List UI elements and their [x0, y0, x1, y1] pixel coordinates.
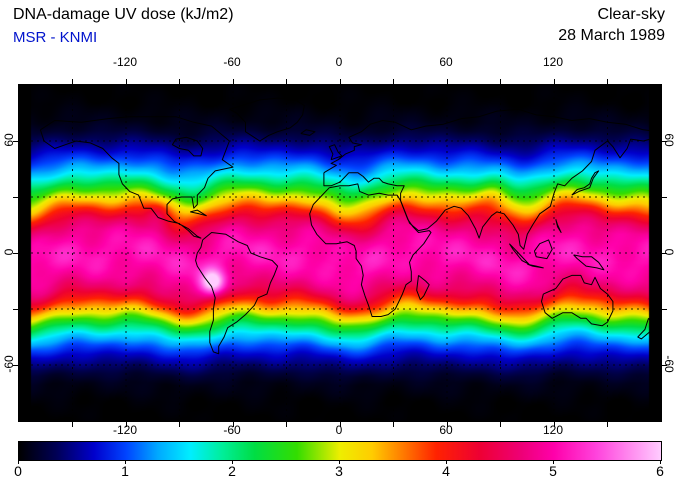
lon-tick-label: 0: [335, 55, 343, 69]
world-map: [13, 79, 667, 427]
axis-tick: [607, 79, 608, 84]
axis-tick: [72, 79, 73, 84]
axis-tick: [662, 196, 667, 198]
lon-tick-label: 120: [542, 55, 564, 69]
colorbar-tick-label: 1: [121, 463, 129, 479]
lon-tick-label: 60: [439, 55, 453, 69]
axis-tick: [339, 422, 341, 427]
axis-tick: [393, 422, 394, 427]
axis-tick: [553, 79, 555, 84]
axis-tick: [446, 79, 448, 84]
axis-tick: [662, 364, 667, 366]
axis-tick: [500, 79, 501, 84]
colorbar-tick: [17, 461, 19, 464]
colorbar-tick: [231, 461, 233, 464]
axis-tick: [286, 79, 287, 84]
lon-tick-label: 0: [335, 423, 343, 437]
colorbar-tick-label: 3: [335, 463, 343, 479]
sky-condition-label: Clear-sky: [597, 6, 665, 23]
axis-tick: [662, 140, 667, 142]
axis-tick: [125, 422, 127, 427]
axis-tick: [446, 422, 448, 427]
lon-tick-label: -60: [223, 423, 241, 437]
lat-tick-label: -60: [2, 355, 16, 373]
right-latitude-axis: 60 0 -60: [661, 84, 677, 420]
colorbar-tick: [552, 461, 554, 464]
lat-tick-label: 60: [662, 133, 676, 147]
top-longitude-axis: -120 -60 0 60 120: [18, 55, 660, 70]
lon-tick-label: -60: [223, 55, 241, 69]
left-latitude-axis: 60 0 -60: [1, 84, 17, 420]
axis-tick: [13, 140, 18, 142]
lon-tick-label: 120: [542, 423, 564, 437]
axis-tick: [13, 308, 18, 310]
axis-tick: [607, 422, 608, 427]
axis-tick: [286, 422, 287, 427]
axis-tick: [662, 308, 667, 310]
lat-tick-label: 0: [2, 248, 16, 256]
axis-tick: [393, 79, 394, 84]
colorbar-tick-label: 5: [549, 463, 557, 479]
axis-tick: [179, 422, 180, 427]
colorbar-tick: [124, 461, 126, 464]
colorbar-tick: [445, 461, 447, 464]
axis-tick: [232, 79, 234, 84]
axis-tick: [339, 79, 341, 84]
axis-tick: [553, 422, 555, 427]
lat-tick-label: -60: [662, 355, 676, 373]
axis-tick: [13, 252, 18, 254]
lon-tick-label: -120: [112, 423, 138, 437]
axis-tick: [662, 252, 667, 254]
coastlines-gridlines-overlay: [19, 85, 661, 421]
axis-tick: [125, 79, 127, 84]
figure-title: DNA-damage UV dose (kJ/m2): [13, 6, 234, 23]
axis-tick: [13, 196, 18, 198]
colorbar-tick-label: 0: [14, 463, 22, 479]
data-source-label: MSR - KNMI: [13, 29, 98, 46]
bottom-longitude-axis: -120 -60 0 60 120: [18, 423, 660, 438]
colorbar-tick-label: 4: [442, 463, 450, 479]
lon-tick-label: 60: [439, 423, 453, 437]
date-label: 28 March 1989: [558, 27, 665, 44]
lon-tick-label: -120: [112, 55, 138, 69]
axis-tick: [500, 422, 501, 427]
colorbar-tick: [338, 461, 340, 464]
axis-tick: [179, 79, 180, 84]
colorbar: [18, 441, 662, 461]
lat-tick-label: 0: [662, 248, 676, 256]
colorbar-tick-label: 2: [228, 463, 236, 479]
lat-tick-label: 60: [2, 133, 16, 147]
axis-tick: [72, 422, 73, 427]
colorbar-tick: [659, 461, 661, 464]
axis-tick: [13, 364, 18, 366]
axis-tick: [232, 422, 234, 427]
colorbar-tick-label: 6: [656, 463, 664, 479]
